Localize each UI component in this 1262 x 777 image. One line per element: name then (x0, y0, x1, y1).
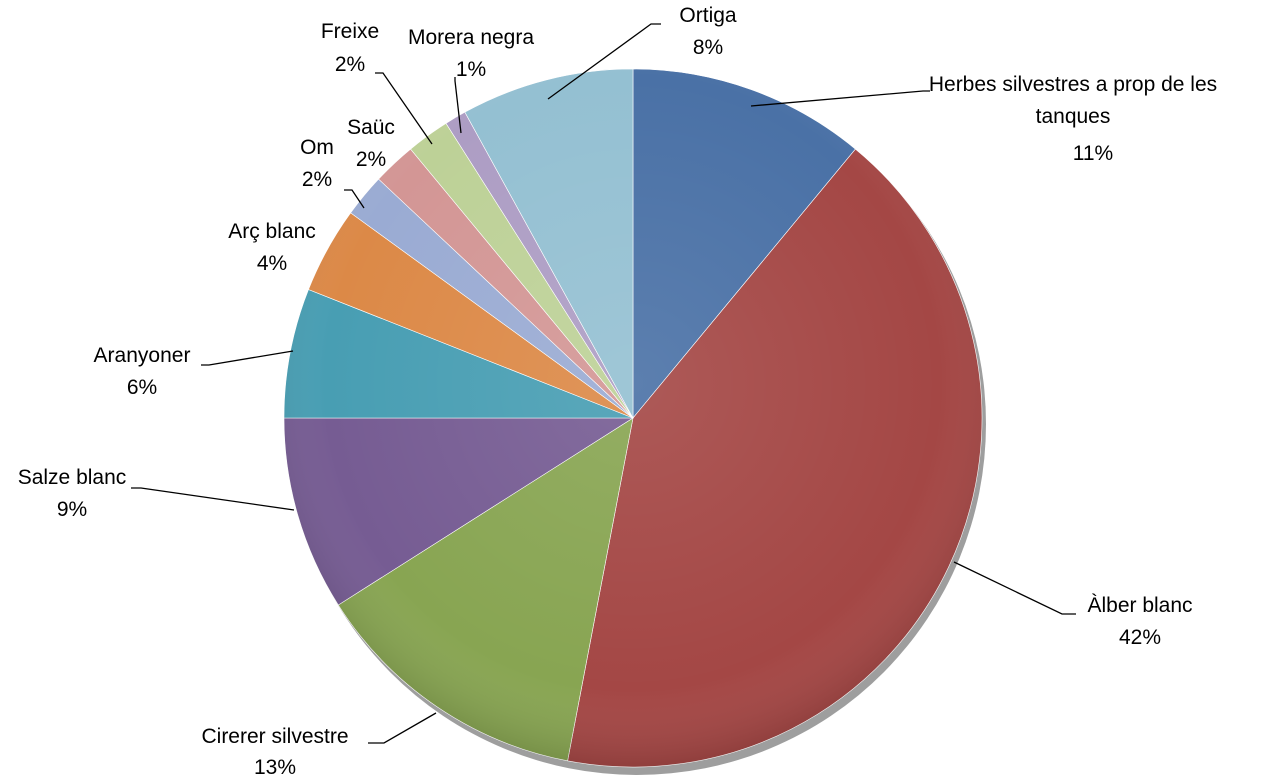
pie-slices (283, 68, 983, 768)
leader-line-3 (131, 487, 295, 511)
leader-line-6 (344, 189, 365, 209)
slice-label-3: Salze blanc (18, 466, 127, 489)
slice-label-2: Cirerer silvestre (201, 725, 348, 748)
slice-percent-0: 11% (1073, 142, 1113, 165)
slice-percent-9: 1% (456, 58, 486, 81)
leader-line-8 (375, 72, 433, 145)
slice-percent-4: 6% (127, 376, 157, 399)
slice-label-0-line-1: tanques (1036, 105, 1111, 128)
slice-percent-5: 4% (257, 252, 287, 275)
leader-line-1 (953, 561, 1076, 615)
slice-label-6: Om (300, 136, 334, 159)
leader-lines (131, 23, 1076, 744)
leader-line-10 (547, 23, 661, 100)
slice-label-10: Ortiga (679, 4, 737, 27)
slice-percent-8: 2% (335, 53, 365, 76)
slice-percent-10: 8% (693, 36, 723, 59)
slice-label-5: Arç blanc (228, 220, 316, 243)
slice-label-7: Saüc (347, 116, 395, 139)
slice-percent-6: 2% (302, 168, 332, 191)
leader-line-9 (454, 77, 462, 134)
slice-label-4: Aranyoner (94, 344, 191, 367)
slice-percent-3: 9% (57, 498, 87, 521)
leader-line-0 (750, 90, 930, 107)
leader-line-2 (368, 712, 437, 744)
slice-percent-7: 2% (356, 148, 386, 171)
slice-label-0: Herbes silvestres a prop de les (929, 73, 1217, 96)
slice-label-9: Morera negra (408, 26, 534, 49)
slice-percent-1: 42% (1119, 626, 1161, 649)
slice-label-1: Àlber blanc (1087, 594, 1192, 617)
slice-percent-2: 13% (254, 756, 296, 777)
slice-label-8: Freixe (321, 20, 379, 43)
slice-labels: Herbes silvestres a prop de les tanques 11… (18, 4, 1217, 777)
leader-line-4 (201, 350, 294, 366)
